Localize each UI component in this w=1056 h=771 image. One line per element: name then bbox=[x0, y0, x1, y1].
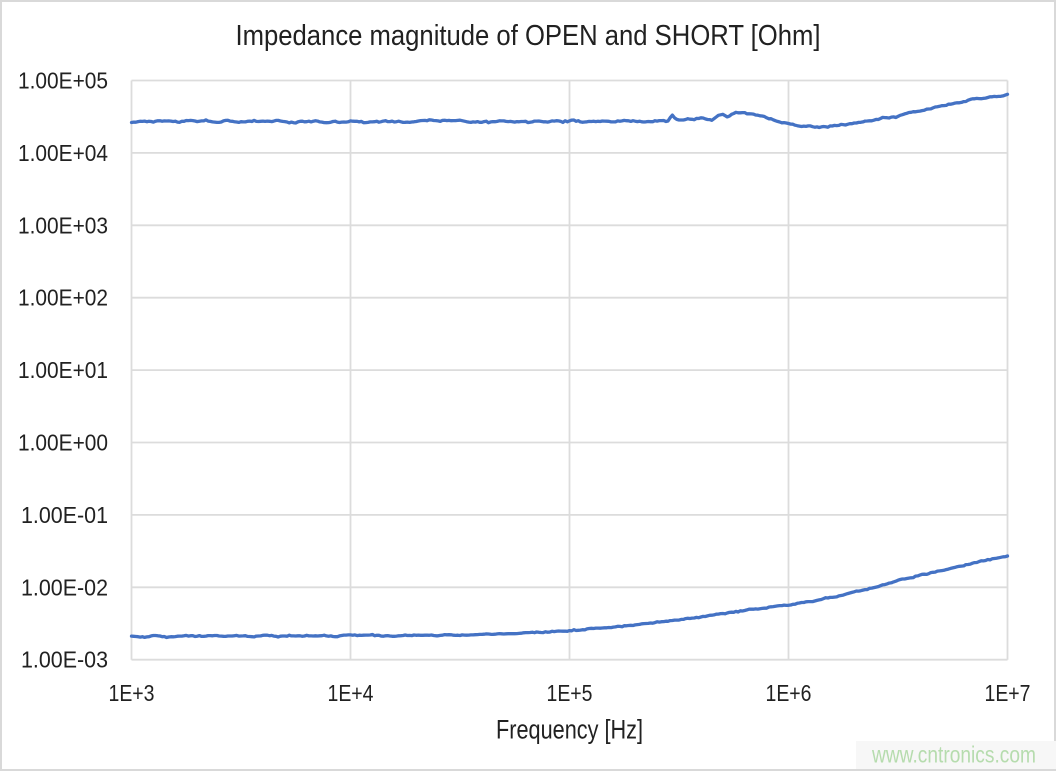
svg-text:1E+5: 1E+5 bbox=[547, 680, 593, 706]
svg-text:1E+6: 1E+6 bbox=[766, 680, 812, 706]
svg-text:1.00E-02: 1.00E-02 bbox=[21, 574, 108, 600]
svg-text:1.00E+05: 1.00E+05 bbox=[18, 68, 108, 94]
svg-text:Frequency [Hz]: Frequency [Hz] bbox=[496, 715, 643, 745]
svg-text:1.00E+00: 1.00E+00 bbox=[18, 430, 108, 456]
svg-text:1.00E+03: 1.00E+03 bbox=[18, 212, 108, 238]
svg-text:www.cntronics.com: www.cntronics.com bbox=[871, 742, 1036, 768]
svg-text:1E+4: 1E+4 bbox=[328, 680, 374, 706]
svg-text:1.00E+04: 1.00E+04 bbox=[18, 140, 108, 166]
svg-text:1.00E+02: 1.00E+02 bbox=[18, 285, 108, 311]
svg-text:1E+7: 1E+7 bbox=[985, 680, 1031, 706]
svg-text:1.00E-03: 1.00E-03 bbox=[21, 647, 108, 673]
svg-text:Impedance magnitude of OPEN an: Impedance magnitude of OPEN and SHORT [O… bbox=[236, 20, 821, 52]
svg-text:1E+3: 1E+3 bbox=[109, 680, 155, 706]
svg-text:1.00E+01: 1.00E+01 bbox=[18, 357, 108, 383]
svg-text:1.00E-01: 1.00E-01 bbox=[21, 502, 108, 528]
